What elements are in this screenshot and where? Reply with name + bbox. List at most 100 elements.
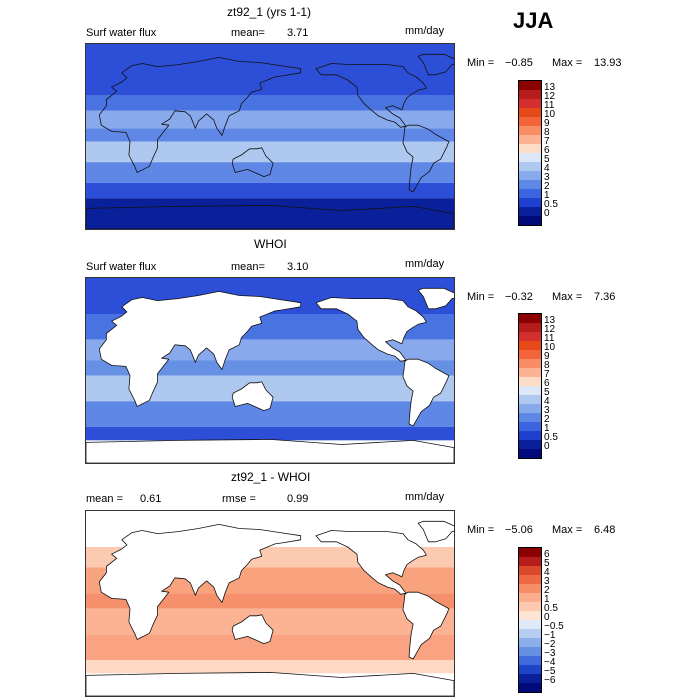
max-label: Max = xyxy=(552,524,583,536)
min-value: −0.32 xyxy=(505,291,533,303)
colorbar-swatch xyxy=(519,386,541,395)
colorbar-swatch xyxy=(519,108,541,117)
field-label: Surf water flux xyxy=(86,261,157,273)
colorbar-tick-label: 5 xyxy=(544,558,550,569)
season-label: JJA xyxy=(513,8,554,33)
colorbar-swatch xyxy=(519,323,541,332)
mean-label: mean= xyxy=(231,261,265,273)
colorbar-tick-label: 3 xyxy=(544,172,550,183)
map-panel xyxy=(85,277,455,464)
units-label: mm/day xyxy=(405,491,445,503)
colorbar-swatch xyxy=(519,341,541,350)
colorbar-tick-label: 10 xyxy=(544,342,556,353)
colorbar-tick-label: 12 xyxy=(544,324,556,335)
colorbar-swatch xyxy=(519,144,541,153)
colorbar xyxy=(518,80,542,226)
max-label: Max = xyxy=(552,57,583,69)
field-label: Surf water flux xyxy=(86,27,157,39)
colorbar-tick-label: 6 xyxy=(544,145,550,156)
colorbar-tick-label: 0.5 xyxy=(544,432,558,443)
colorbar-tick-label: −5 xyxy=(544,666,556,677)
colorbar-tick-label: 3 xyxy=(544,405,550,416)
colorbar-swatch xyxy=(519,404,541,413)
min-value: −5.06 xyxy=(505,524,533,536)
panel-title: zt92_1 (yrs 1-1) xyxy=(227,5,312,19)
colorbar-swatch xyxy=(519,395,541,404)
mean-value: 3.71 xyxy=(287,27,309,39)
colorbar-swatch xyxy=(519,314,541,323)
colorbar-tick-label: 3 xyxy=(544,576,550,587)
colorbar-tick-label: 13 xyxy=(544,82,556,93)
colorbar-tick-label: 1 xyxy=(544,190,550,201)
mean-value: 3.10 xyxy=(287,261,309,273)
colorbar-swatch xyxy=(519,135,541,144)
colorbar-tick-label: −4 xyxy=(544,657,556,668)
colorbar-tick-label: 4 xyxy=(544,567,550,578)
max-label: Max = xyxy=(552,291,583,303)
colorbar-swatch xyxy=(519,117,541,126)
colorbar-tick-label: 4 xyxy=(544,396,550,407)
colorbar-tick-label: 0 xyxy=(544,612,550,623)
colorbar-swatch xyxy=(519,207,541,216)
colorbar-tick-label: −6 xyxy=(544,675,556,686)
colorbar-swatch xyxy=(519,368,541,377)
min-label: Min = xyxy=(467,291,495,303)
colorbar-swatch xyxy=(519,566,541,575)
map-image xyxy=(86,278,454,463)
colorbar-tick-label: 9 xyxy=(544,351,550,362)
panel-title: WHOI xyxy=(254,237,287,251)
colorbar-tick-label: 8 xyxy=(544,360,550,371)
colorbar-tick-label: 1 xyxy=(544,594,550,605)
max-value: 7.36 xyxy=(594,291,616,303)
colorbar-tick-label: 1 xyxy=(544,423,550,434)
colorbar-tick-label: 6 xyxy=(544,378,550,389)
max-value: 6.48 xyxy=(594,524,616,536)
colorbar-tick-label: 0.5 xyxy=(544,199,558,210)
colorbar-swatch xyxy=(519,674,541,683)
colorbar-swatch xyxy=(519,665,541,674)
panel-title: zt92_1 - WHOI xyxy=(231,470,311,484)
min-label: Min = xyxy=(467,524,495,536)
colorbar-tick-label: 7 xyxy=(544,369,550,380)
colorbar-swatch xyxy=(519,548,541,557)
colorbar-tick-label: 0 xyxy=(544,441,550,452)
colorbar-tick-label: 11 xyxy=(544,100,555,111)
mean-value: 0.61 xyxy=(140,493,162,505)
colorbar-swatch xyxy=(519,162,541,171)
colorbar-swatch xyxy=(519,332,541,341)
colorbar-swatch xyxy=(519,90,541,99)
colorbar-tick-label: 2 xyxy=(544,585,550,596)
colorbar-tick-label: 4 xyxy=(544,163,550,174)
colorbar-tick-label: −3 xyxy=(544,648,556,659)
colorbar-swatch xyxy=(519,126,541,135)
colorbar-swatch xyxy=(519,638,541,647)
colorbar-swatch xyxy=(519,593,541,602)
rmse-label: rmse = xyxy=(222,493,256,505)
colorbar-swatch xyxy=(519,99,541,108)
colorbar-tick-label: 13 xyxy=(544,315,556,326)
map-panel xyxy=(85,510,455,697)
colorbar-swatch xyxy=(519,440,541,449)
colorbar-tick-label: 0 xyxy=(544,208,550,219)
colorbar-swatch xyxy=(519,198,541,207)
colorbar-swatch xyxy=(519,611,541,620)
colorbar-tick-label: 7 xyxy=(544,136,550,147)
colorbar-tick-label: 2 xyxy=(544,414,550,425)
colorbar-swatch xyxy=(519,359,541,368)
colorbar-tick-label: 11 xyxy=(544,333,555,344)
colorbar-swatch xyxy=(519,413,541,422)
colorbar-tick-label: 6 xyxy=(544,549,550,560)
colorbar-swatch xyxy=(519,629,541,638)
colorbar-swatch xyxy=(519,377,541,386)
colorbar-swatch xyxy=(519,350,541,359)
colorbar-swatch xyxy=(519,602,541,611)
colorbar-swatch xyxy=(519,620,541,629)
min-value: −0.85 xyxy=(505,57,533,69)
colorbar-tick-label: 0.5 xyxy=(544,603,558,614)
colorbar-tick-label: 10 xyxy=(544,109,556,120)
colorbar-tick-label: −1 xyxy=(544,630,556,641)
max-value: 13.93 xyxy=(594,57,622,69)
colorbar-swatch xyxy=(519,153,541,162)
colorbar xyxy=(518,547,542,693)
colorbar-swatch xyxy=(519,557,541,566)
